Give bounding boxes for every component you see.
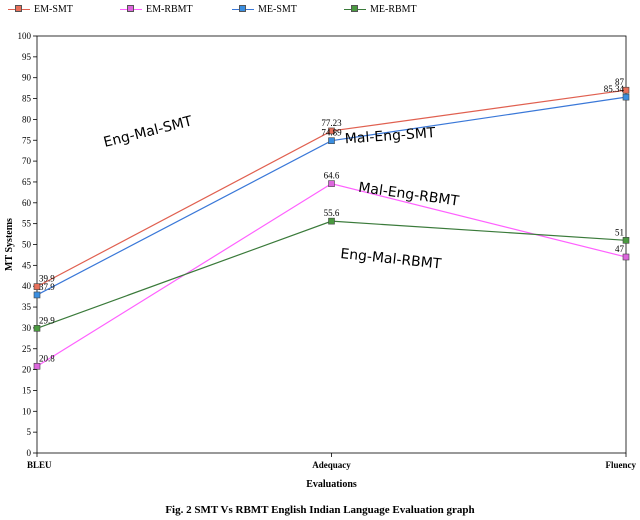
plot-frame: [36, 35, 627, 454]
y-tick-label: 60: [22, 198, 32, 208]
legend-swatch: [344, 2, 366, 16]
data-label: 39.9: [39, 274, 55, 284]
axes: 0 5 10 15 20 25 30 35 40 45 50 55 60 65 70 75 80 85 90 95 10…: [4, 31, 636, 490]
data-point: [622, 237, 630, 244]
y-tick-label: 85: [22, 94, 32, 104]
data-label: 74.89: [321, 128, 342, 138]
series-annotation: Eng-Mal-SMT: [102, 113, 194, 151]
y-tick-label: 90: [22, 73, 32, 83]
legend-item: ME-SMT: [232, 2, 297, 16]
data-point: [33, 283, 41, 290]
data-point: [328, 127, 335, 135]
series-annotation: Eng-Mal-RBMT: [340, 246, 443, 273]
legend-label: ME-SMT: [258, 3, 297, 15]
data-label: 37.9: [39, 282, 55, 292]
y-tick-label: 35: [22, 302, 32, 312]
data-label: 51: [615, 227, 624, 237]
data-label: 64.6: [324, 171, 340, 181]
data-labels: 39.9 77.23 87 20.8 64.6 47 37.9 74.89 85.34 29.9 5…: [39, 77, 625, 363]
y-tick-label: 50: [22, 240, 32, 250]
data-label: 87: [615, 77, 625, 87]
y-tick-label: 10: [22, 406, 32, 416]
data-point: [33, 362, 41, 370]
series-annotation: Mal-Eng-SMT: [344, 125, 436, 147]
x-tick-label: BLEU: [27, 460, 52, 470]
data-point: [328, 137, 335, 145]
y-tick-label: 20: [22, 365, 32, 375]
legend-swatch: [232, 2, 254, 16]
annotations: Eng-Mal-SMT Mal-Eng-SMT Mal-Eng-RBMT Eng-Ma…: [102, 113, 460, 272]
x-tick-label: Adequacy: [312, 460, 351, 470]
data-label: 55.6: [324, 208, 340, 218]
y-tick-label: 75: [22, 135, 32, 145]
y-tick-label: 80: [22, 114, 32, 124]
y-axis-title: MT Systems: [4, 218, 15, 271]
data-point: [33, 291, 41, 299]
y-tick-label: 70: [22, 156, 32, 166]
y-tick-label: 95: [22, 52, 32, 62]
data-label: 77.23: [321, 118, 342, 128]
y-tick-label: 5: [27, 427, 32, 437]
y-tick-label: 40: [22, 281, 32, 291]
y-tick-label: 0: [27, 448, 32, 458]
data-label: 47: [615, 244, 625, 254]
data-point: [622, 86, 630, 94]
y-tick-label: 55: [22, 219, 32, 229]
x-tick-label: Fluency: [606, 460, 637, 470]
x-axis-title: Evaluations: [306, 479, 357, 490]
legend-label: EM-SMT: [34, 3, 73, 15]
legend-label: ME-RBMT: [370, 3, 417, 15]
data-point: [33, 325, 41, 332]
series-line-me-rbmt: [36, 220, 627, 329]
y-tick-label: 30: [22, 323, 32, 333]
series-annotation: Mal-Eng-RBMT: [357, 180, 460, 210]
series-layer: [33, 86, 630, 370]
data-label: 20.8: [39, 353, 55, 363]
y-tick-label: 45: [22, 260, 32, 270]
data-point: [622, 253, 630, 261]
legend-swatch: [8, 2, 30, 16]
y-tick-label: 25: [22, 344, 32, 354]
data-label: 85.34: [604, 84, 625, 94]
legend-item: EM-SMT: [8, 2, 73, 16]
legend-item: ME-RBMT: [344, 2, 417, 16]
legend-swatch: [120, 2, 142, 16]
data-point: [328, 180, 335, 187]
figure-caption: Fig. 2 SMT Vs RBMT English Indian Langua…: [165, 504, 475, 516]
data-label: 29.9: [39, 315, 55, 325]
y-tick-label: 65: [22, 177, 32, 187]
data-point: [622, 93, 630, 101]
legend-item: EM-RBMT: [120, 2, 193, 16]
y-tick-label: 100: [18, 31, 32, 41]
data-point: [328, 217, 335, 225]
legend-label: EM-RBMT: [146, 3, 193, 15]
y-tick-label: 15: [22, 385, 32, 395]
